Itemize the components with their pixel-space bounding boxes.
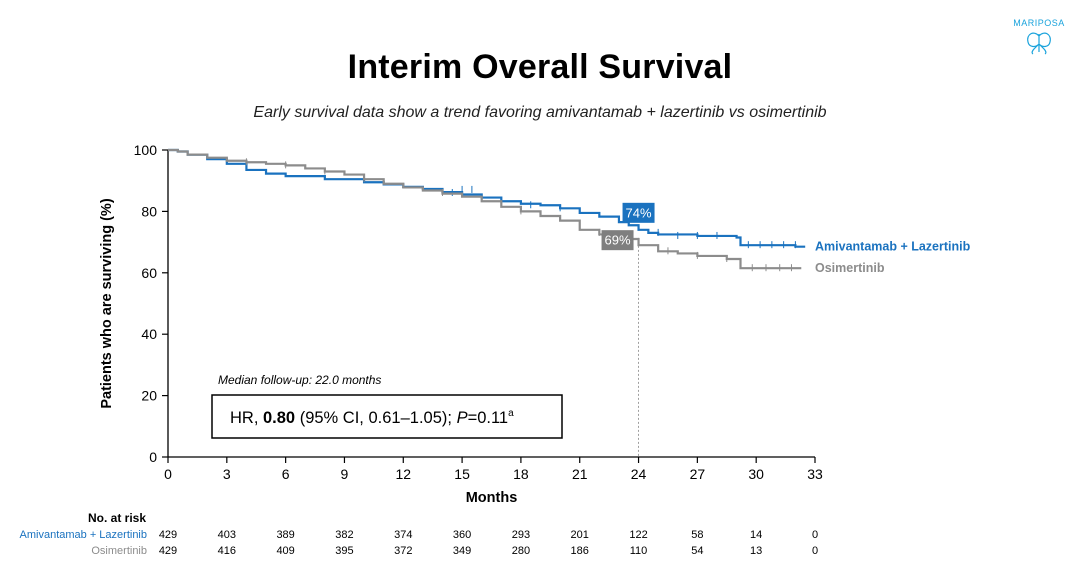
logo-text: MARIPOSA <box>1013 18 1065 28</box>
km-curve-amivantamab-lazertinib <box>168 148 806 248</box>
y-tick-label: 60 <box>141 265 157 281</box>
x-tick-label: 21 <box>572 466 588 482</box>
risk-row-label: Osimertinib <box>91 545 147 557</box>
risk-row-label: Amivantamab + Lazertinib <box>19 529 147 541</box>
series-layer: Amivantamab + Lazertinib 74% Osimertinib 69… <box>168 148 971 275</box>
butterfly-icon <box>1027 32 1051 55</box>
risk-value: 374 <box>394 529 413 541</box>
page-subtitle: Early survival data show a trend favorin… <box>253 104 827 121</box>
risk-value: 382 <box>335 529 354 541</box>
risk-table-header: No. at risk <box>88 511 147 525</box>
risk-value: 403 <box>217 529 236 541</box>
risk-value: 13 <box>750 545 763 557</box>
risk-value: 349 <box>452 545 472 557</box>
risk-value: 122 <box>629 529 648 541</box>
y-tick-label: 80 <box>141 203 157 219</box>
risk-row-amivantamab: Amivantamab + Lazertinib 429 403 389 382 374 3… <box>0 529 1080 544</box>
x-tick-label: 27 <box>690 466 706 482</box>
x-tick-label: 15 <box>454 466 470 482</box>
landmark-badge-osimertinib <box>601 230 634 251</box>
risk-value: 280 <box>511 545 531 557</box>
x-tick-label: 9 <box>341 466 349 482</box>
x-tick-label: 3 <box>223 466 231 482</box>
risk-value: 429 <box>158 529 178 541</box>
risk-value: 372 <box>394 545 413 557</box>
landmark-badge-amivantamab-lazertinib <box>622 202 655 223</box>
series-label-amivantamab-lazertinib: Amivantamab + Lazertinib <box>815 240 971 254</box>
axes: 0 20 40 60 80 100 0 3 6 9 12 15 18 21 24 27 30 33 Months Pa… <box>99 142 823 506</box>
risk-value: 0 <box>811 545 819 557</box>
landmark-label-amivantamab-lazertinib: 74% <box>626 205 652 220</box>
x-tick-label: 18 <box>513 466 529 482</box>
median-followup-text: Median follow-up: 22.0 months <box>218 373 381 387</box>
risk-value: 186 <box>570 545 589 557</box>
y-axis-title: Patients who are surviving (%) <box>99 198 115 408</box>
risk-value: 429 <box>158 545 178 557</box>
risk-value: 58 <box>691 529 704 541</box>
risk-value: 293 <box>511 529 531 541</box>
annotation-layer: Median follow-up: 22.0 months HR, 0.80 (… <box>211 373 563 439</box>
hr-box <box>211 394 563 439</box>
landmark-label-osimertinib: 69% <box>605 233 631 248</box>
y-tick-label: 100 <box>134 142 158 158</box>
risk-value: 409 <box>276 545 295 557</box>
risk-value: 14 <box>750 529 763 541</box>
risk-value: 54 <box>691 545 704 557</box>
x-tick-label: 30 <box>748 466 764 482</box>
risk-value: 416 <box>217 545 236 557</box>
mariposa-logo: MARIPOSA <box>1006 18 1072 56</box>
risk-value: 389 <box>276 529 295 541</box>
risk-value: 395 <box>335 545 354 557</box>
x-tick-label: 33 <box>807 466 823 482</box>
km-curve-osimertinib <box>168 148 802 270</box>
hr-text: HR, 0.80 (95% CI, 0.61–1.05); P=0.11a <box>230 408 514 427</box>
series-label-osimertinib: Osimertinib <box>815 261 885 275</box>
x-tick-label: 0 <box>164 466 172 482</box>
risk-value: 0 <box>811 529 819 541</box>
y-tick-label: 40 <box>141 326 157 342</box>
x-tick-label: 24 <box>631 466 647 482</box>
y-tick-label: 20 <box>141 388 157 404</box>
risk-value: 360 <box>452 529 472 541</box>
x-tick-label: 6 <box>282 466 290 482</box>
x-axis-title: Months <box>466 490 518 506</box>
y-tick-label: 0 <box>149 449 157 465</box>
risk-value: 201 <box>570 529 589 541</box>
risk-row-osimertinib: Osimertinib 429 416 409 395 372 349 280 186 110 54… <box>0 545 1080 560</box>
page-title: Interim Overall Survival <box>347 48 733 86</box>
risk-value: 110 <box>629 545 648 557</box>
x-tick-label: 12 <box>395 466 411 482</box>
